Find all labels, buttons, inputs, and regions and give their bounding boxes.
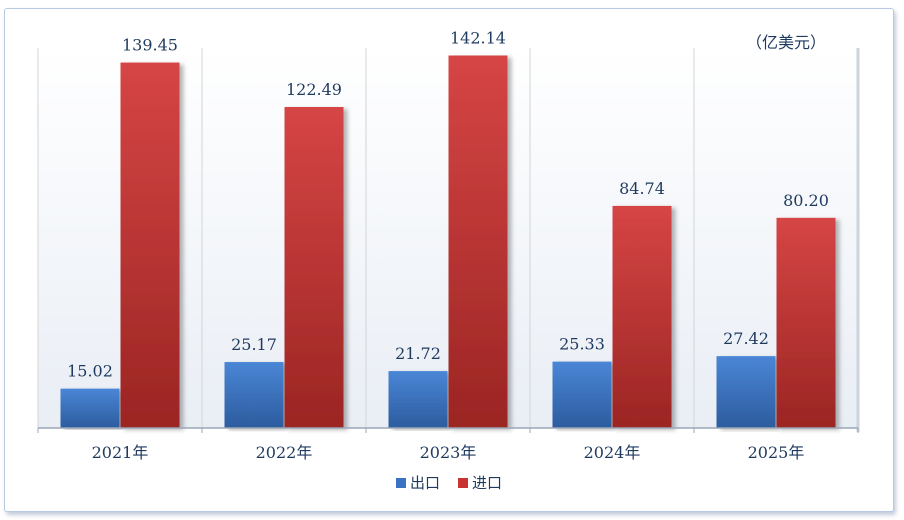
x-tick-label: 2025年	[748, 443, 805, 462]
export-bar-2024年	[552, 361, 612, 428]
export-bar-2022年	[224, 362, 284, 428]
import-value-label: 122.49	[286, 80, 342, 99]
export-value-label: 25.33	[559, 335, 605, 354]
export-value-label: 21.72	[395, 344, 441, 363]
x-tick-label: 2024年	[584, 443, 641, 462]
import-bar-2023年	[448, 55, 508, 428]
import-bar-2021年	[120, 62, 180, 428]
import-bar-2022年	[284, 106, 344, 428]
import-value-label: 142.14	[450, 28, 506, 47]
legend-label-import: 进口	[472, 474, 502, 492]
x-tick-label: 2022年	[256, 443, 313, 462]
legend-swatch-import	[458, 478, 468, 488]
export-value-label: 27.42	[723, 329, 769, 348]
x-tick-label: 2023年	[420, 443, 477, 462]
export-bar-2021年	[60, 388, 120, 428]
import-value-label: 80.20	[783, 191, 829, 210]
import-value-label: 84.74	[619, 179, 665, 198]
import-bar-2025年	[776, 217, 836, 428]
import-bar-2024年	[612, 205, 672, 428]
legend-swatch-export	[396, 478, 406, 488]
export-bar-2023年	[388, 371, 448, 428]
legend-label-export: 出口	[410, 474, 440, 492]
export-bar-2025年	[716, 356, 776, 428]
export-value-label: 25.17	[231, 335, 277, 354]
unit-label: （亿美元）	[746, 33, 826, 52]
export-value-label: 15.02	[67, 362, 113, 381]
x-tick-label: 2021年	[92, 443, 149, 462]
import-value-label: 139.45	[122, 36, 178, 55]
